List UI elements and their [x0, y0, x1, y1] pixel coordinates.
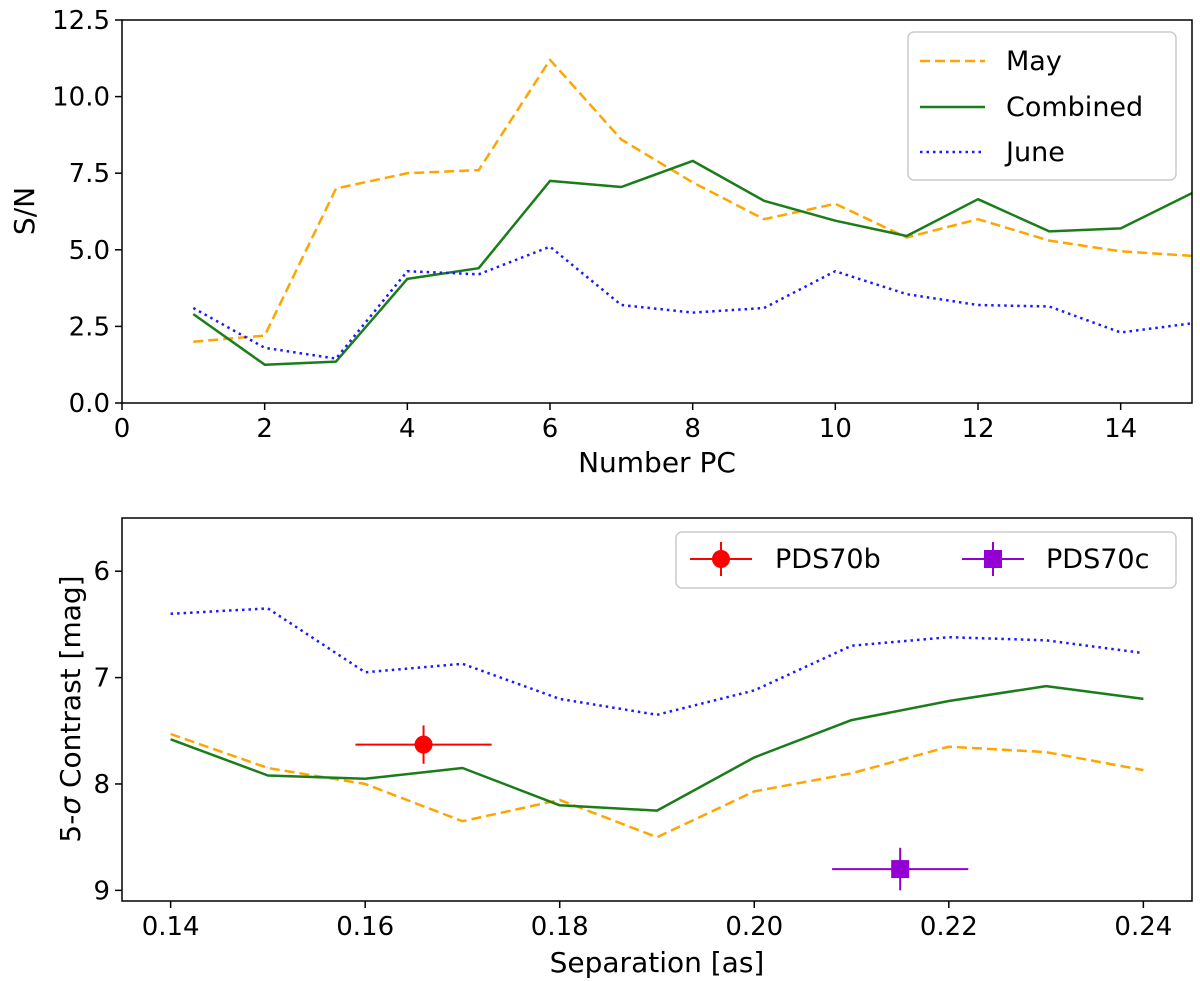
y-tick-label-contrast-2: 8 [93, 770, 110, 800]
y-tick-label-sn-3: 7.5 [69, 159, 110, 189]
legend-box-contrast [675, 531, 1177, 589]
series-line-combined-contrast [170, 684, 1144, 812]
series-line-may-contrast [170, 732, 1144, 839]
y-axis-label-suffix: Contrast [mag] [54, 575, 87, 797]
y-tick-label-sn-0: 0.0 [69, 389, 110, 419]
y-tick-label-contrast-0: 6 [93, 557, 110, 587]
y-axis-label-prefix: 5- [54, 815, 87, 843]
legend-contrast: PDS70b PDS70c [675, 531, 1177, 589]
legend-sn: May Combined June [907, 31, 1177, 181]
point-pds70b [414, 735, 433, 754]
y-tick-label-contrast-1: 7 [93, 664, 110, 694]
x-tick-label-sn-7: 14 [1104, 414, 1137, 444]
plot-frame-sn [121, 19, 1193, 404]
y-tick-label-contrast-3: 9 [93, 876, 110, 906]
x-tick-label-contrast-4: 0.22 [920, 912, 978, 942]
legend-marker-pds70c [984, 550, 1002, 568]
x-tick-label-sn-1: 2 [256, 414, 273, 444]
legend-label-may: May [1006, 46, 1062, 77]
series-line-june-sn [192, 245, 1193, 360]
x-tick-label-contrast-3: 0.20 [725, 912, 783, 942]
panel-sn: 0 2 4 6 8 10 12 14 0.0 2.5 5.0 7.5 10.0 12.5 Number … [8, 6, 1193, 479]
panel-contrast: 0.14 0.16 0.18 0.20 0.22 0.24 6 7 8 9 Separation… [54, 517, 1193, 979]
legend-label-pds70b: PDS70b [775, 544, 881, 575]
x-tick-label-contrast-5: 0.24 [1114, 912, 1172, 942]
x-tick-label-sn-4: 8 [684, 414, 701, 444]
x-tick-label-contrast-0: 0.14 [142, 912, 200, 942]
legend-label-june: June [1004, 137, 1065, 168]
series-line-june-contrast [170, 607, 1144, 717]
x-tick-label-sn-2: 4 [399, 414, 416, 444]
series-line-may-sn [193, 58, 1193, 343]
series-line-combined-sn [192, 159, 1193, 366]
y-tick-label-sn-1: 2.5 [69, 312, 110, 342]
y-axis-label-sigma: σ [54, 796, 87, 815]
x-tick-label-contrast-1: 0.16 [336, 912, 394, 942]
x-tick-label-sn-0: 0 [114, 414, 131, 444]
x-tick-label-sn-5: 10 [819, 414, 852, 444]
plot-frame-contrast [121, 517, 1193, 902]
y-tick-label-sn-5: 12.5 [52, 6, 110, 36]
legend-marker-pds70b [712, 550, 730, 568]
legend-label-combined: Combined [1006, 92, 1143, 123]
legend-box-sn [907, 31, 1177, 181]
point-pds70c [891, 860, 910, 879]
x-tick-label-contrast-2: 0.18 [531, 912, 589, 942]
x-axis-label-sn: Number PC [578, 446, 736, 479]
y-tick-label-sn-2: 5.0 [69, 236, 110, 266]
y-tick-label-sn-4: 10.0 [52, 83, 110, 113]
x-tick-label-sn-3: 6 [542, 414, 559, 444]
y-axis-label-sn: S/N [8, 187, 41, 235]
y-axis-label-contrast: 5-σ Contrast [mag] [54, 575, 87, 842]
x-tick-label-sn-6: 12 [961, 414, 994, 444]
legend-label-pds70c: PDS70c [1046, 544, 1149, 575]
x-axis-label-contrast: Separation [as] [550, 946, 765, 979]
